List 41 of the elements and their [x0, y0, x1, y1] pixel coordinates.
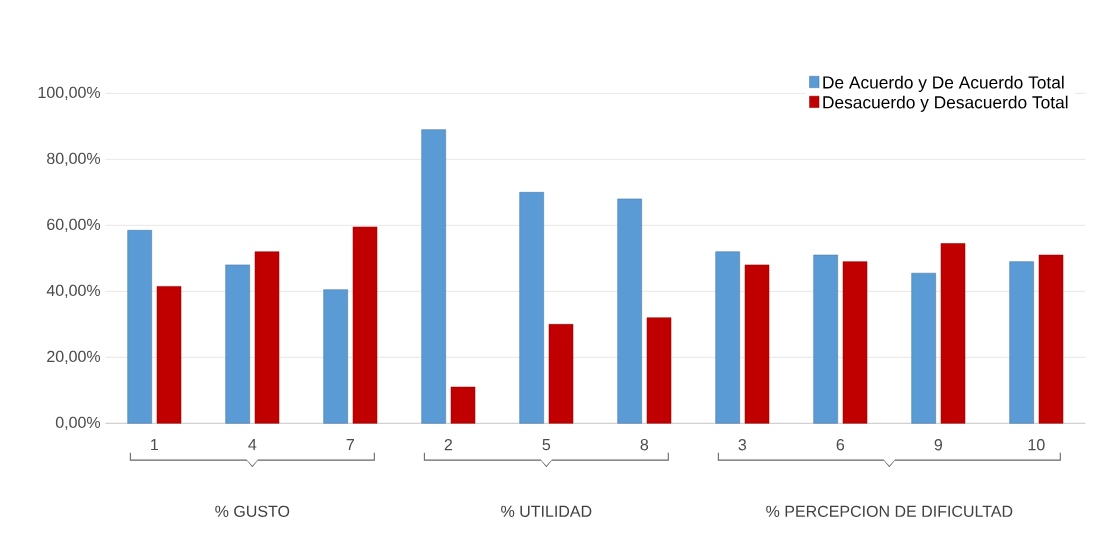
bar — [646, 317, 672, 424]
bar — [617, 198, 642, 424]
x-tick-label: 5 — [542, 438, 551, 451]
bar — [548, 323, 574, 424]
bar — [225, 264, 250, 424]
bar — [842, 261, 868, 424]
bar — [519, 191, 544, 424]
x-tick-label: 6 — [836, 438, 845, 451]
bar — [450, 386, 476, 424]
bar — [1038, 254, 1064, 424]
bar — [911, 272, 936, 424]
y-tick-label: 40,00% — [46, 284, 101, 298]
y-tick-label: 100,00% — [38, 86, 101, 100]
legend-label: Desacuerdo y Desacuerdo Total — [823, 95, 1068, 112]
y-tick-label: 20,00% — [47, 350, 101, 364]
bar — [254, 251, 280, 424]
y-tick-label: 80,00% — [47, 152, 101, 166]
bar — [940, 243, 966, 424]
bar — [323, 289, 348, 424]
x-tick-label: 7 — [346, 438, 354, 450]
x-tick-label: 9 — [934, 438, 943, 451]
bar — [127, 229, 152, 424]
y-tick-label: 0,00% — [55, 416, 101, 430]
y-tick-label: 60,00% — [47, 218, 101, 232]
bar — [352, 226, 378, 424]
bar — [813, 254, 838, 424]
x-tick-label: 8 — [640, 438, 649, 451]
bar — [715, 251, 740, 424]
bar — [421, 129, 446, 424]
text: % PERCEPCION DE DIFICULTAD — [766, 505, 1013, 517]
text: % GUSTO — [215, 505, 290, 517]
x-tick-label: 4 — [248, 438, 257, 450]
x-tick-label: 2 — [444, 438, 452, 451]
x-tick-label: 3 — [738, 438, 747, 451]
bar — [1009, 261, 1034, 424]
bar — [744, 264, 770, 424]
x-tick-label: 10 — [1028, 438, 1045, 451]
legend-label: De Acuerdo y De Acuerdo Total — [823, 75, 1064, 92]
x-tick-label: 1 — [151, 438, 159, 450]
text: % UTILIDAD — [501, 505, 592, 517]
bar — [156, 285, 182, 424]
